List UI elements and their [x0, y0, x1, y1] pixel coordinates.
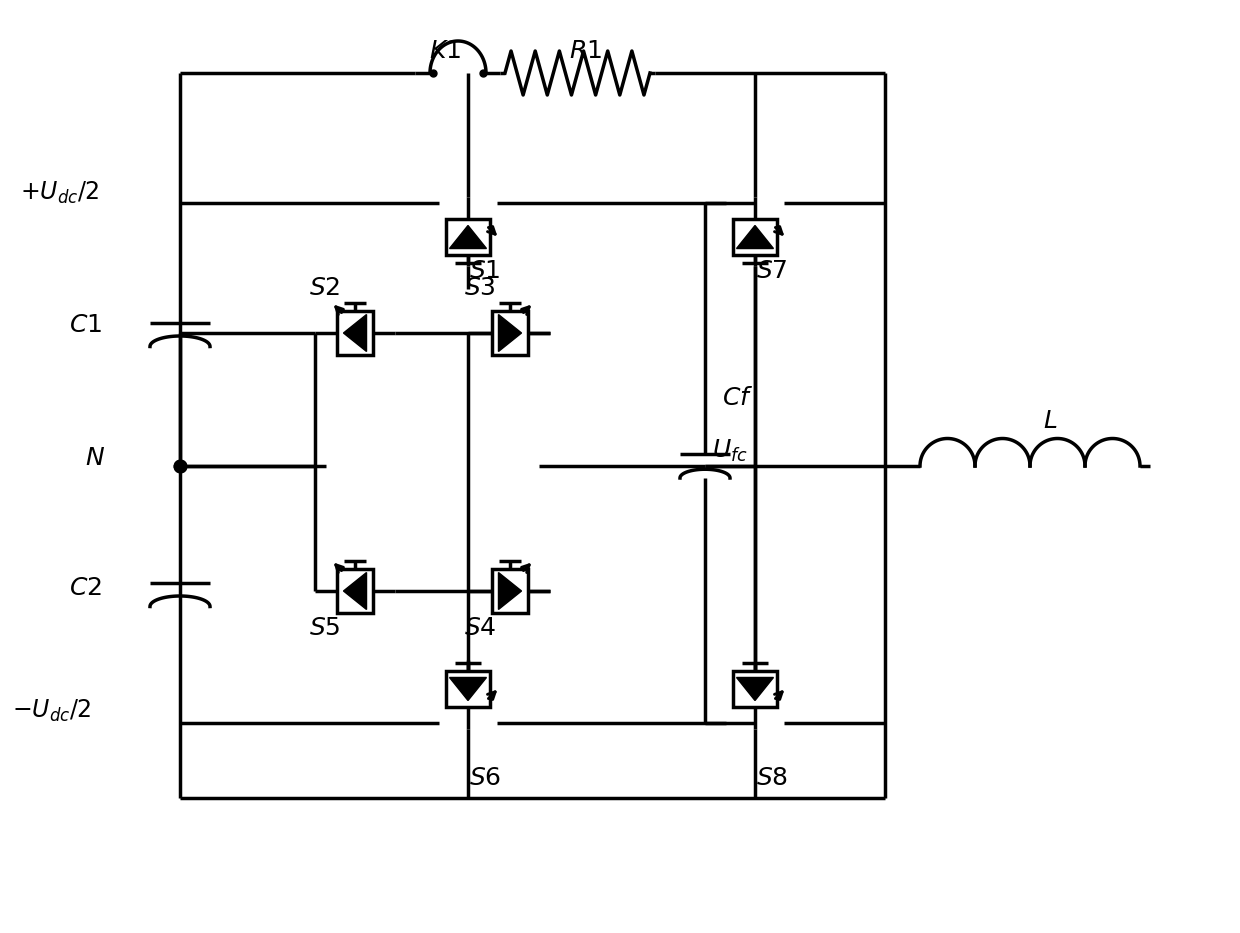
Bar	[337, 569, 373, 613]
Polygon shape	[498, 573, 522, 609]
Bar	[733, 219, 777, 255]
Text: $S5$: $S5$	[309, 616, 341, 640]
Polygon shape	[343, 573, 367, 609]
Bar	[337, 311, 373, 355]
Text: $S7$: $S7$	[756, 259, 787, 283]
Text: $S8$: $S8$	[756, 766, 789, 790]
Text: $+U_{dc}/2$: $+U_{dc}/2$	[20, 180, 99, 206]
Text: $S4$: $S4$	[464, 616, 496, 640]
Text: $S6$: $S6$	[469, 766, 501, 790]
Text: $L$: $L$	[1043, 409, 1058, 433]
Bar	[492, 569, 528, 613]
Text: $N$: $N$	[86, 446, 105, 470]
Bar	[733, 671, 777, 707]
Text: $S1$: $S1$	[469, 259, 501, 283]
Text: $U_{fc}$: $U_{fc}$	[712, 438, 748, 464]
Polygon shape	[737, 677, 774, 701]
Polygon shape	[498, 314, 522, 352]
Text: $-U_{dc}/2$: $-U_{dc}/2$	[12, 698, 91, 724]
Bar	[446, 671, 490, 707]
Text: $S3$: $S3$	[464, 276, 496, 300]
Polygon shape	[737, 226, 774, 248]
Text: $K1$: $K1$	[429, 39, 461, 63]
Text: $R1$: $R1$	[568, 39, 601, 63]
Polygon shape	[450, 226, 486, 248]
Text: $C1$: $C1$	[69, 313, 102, 337]
Polygon shape	[450, 677, 486, 701]
Text: $S2$: $S2$	[309, 276, 341, 300]
Bar	[492, 311, 528, 355]
Text: $Cf$: $Cf$	[722, 386, 754, 410]
Text: $C2$: $C2$	[69, 576, 102, 600]
Bar	[446, 219, 490, 255]
Polygon shape	[343, 314, 367, 352]
